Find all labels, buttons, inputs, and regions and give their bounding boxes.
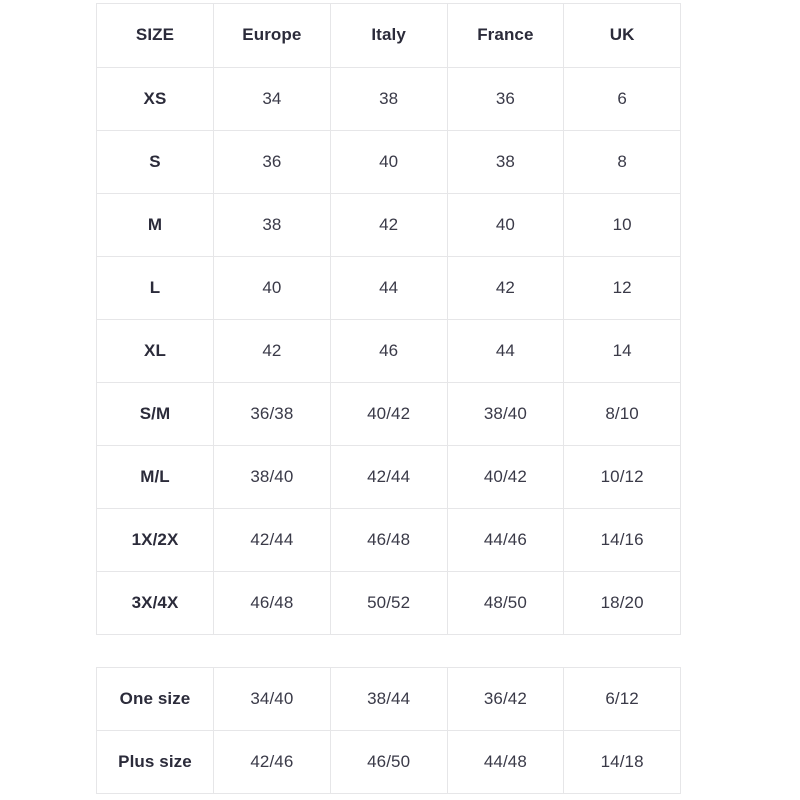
cell-france: 40/42: [446, 445, 565, 509]
cell-uk: 8/10: [563, 382, 681, 446]
primary-size-conversion-table: SIZE Europe Italy France UK XS 34 38 36 …: [96, 3, 681, 635]
cell-france: 42: [446, 256, 565, 320]
cell-uk: 12: [563, 256, 681, 320]
row-label: Plus size: [96, 730, 214, 794]
cell-uk: 6/12: [563, 667, 681, 731]
cell-france: 44/46: [446, 508, 565, 572]
row-label: M/L: [96, 445, 214, 509]
cell-uk: 6: [563, 67, 681, 131]
cell-italy: 42: [329, 193, 448, 257]
cell-italy: 44: [329, 256, 448, 320]
cell-italy: 46/50: [329, 730, 448, 794]
cell-uk: 10/12: [563, 445, 681, 509]
column-header-size: SIZE: [96, 3, 214, 68]
table-row: One size 34/40 38/44 36/42 6/12: [96, 667, 681, 731]
row-label: S: [96, 130, 214, 194]
row-label: L: [96, 256, 214, 320]
row-label: 1X/2X: [96, 508, 214, 572]
table-row: 1X/2X 42/44 46/48 44/46 14/16: [96, 508, 681, 572]
table-row: S/M 36/38 40/42 38/40 8/10: [96, 382, 681, 446]
cell-italy: 38: [329, 67, 448, 131]
cell-italy: 42/44: [329, 445, 448, 509]
table-row: M/L 38/40 42/44 40/42 10/12: [96, 445, 681, 509]
cell-italy: 46: [329, 319, 448, 383]
cell-uk: 8: [563, 130, 681, 194]
table-row: XS 34 38 36 6: [96, 67, 681, 131]
table-row: L 40 44 42 12: [96, 256, 681, 320]
cell-europe: 42: [213, 319, 331, 383]
row-label: One size: [96, 667, 214, 731]
table-row: M 38 42 40 10: [96, 193, 681, 257]
cell-europe: 38/40: [213, 445, 331, 509]
cell-europe: 38: [213, 193, 331, 257]
cell-europe: 34/40: [213, 667, 331, 731]
cell-europe: 42/46: [213, 730, 331, 794]
cell-italy: 50/52: [329, 571, 448, 635]
cell-france: 44/48: [446, 730, 565, 794]
cell-france: 44: [446, 319, 565, 383]
cell-france: 36: [446, 67, 565, 131]
table-row: XL 42 46 44 14: [96, 319, 681, 383]
cell-europe: 36: [213, 130, 331, 194]
cell-france: 36/42: [446, 667, 565, 731]
cell-france: 40: [446, 193, 565, 257]
cell-italy: 40/42: [329, 382, 448, 446]
cell-uk: 10: [563, 193, 681, 257]
cell-uk: 14/18: [563, 730, 681, 794]
cell-france: 38/40: [446, 382, 565, 446]
table-header-row: SIZE Europe Italy France UK: [96, 3, 681, 68]
cell-france: 48/50: [446, 571, 565, 635]
table-row: S 36 40 38 8: [96, 130, 681, 194]
column-header-uk: UK: [563, 3, 681, 68]
cell-italy: 38/44: [329, 667, 448, 731]
cell-italy: 40: [329, 130, 448, 194]
row-label: S/M: [96, 382, 214, 446]
cell-france: 38: [446, 130, 565, 194]
cell-italy: 46/48: [329, 508, 448, 572]
cell-europe: 46/48: [213, 571, 331, 635]
table-row: 3X/4X 46/48 50/52 48/50 18/20: [96, 571, 681, 635]
cell-uk: 14: [563, 319, 681, 383]
primary-table-body: XS 34 38 36 6 S 36 40 38 8 M 38 42 40 10: [96, 67, 681, 635]
cell-uk: 14/16: [563, 508, 681, 572]
primary-table-header: SIZE Europe Italy France UK: [96, 3, 681, 68]
column-header-italy: Italy: [329, 3, 448, 68]
row-label: 3X/4X: [96, 571, 214, 635]
column-header-europe: Europe: [213, 3, 331, 68]
cell-europe: 36/38: [213, 382, 331, 446]
row-label: XL: [96, 319, 214, 383]
secondary-table-body: One size 34/40 38/44 36/42 6/12 Plus siz…: [96, 667, 681, 794]
secondary-size-conversion-table: One size 34/40 38/44 36/42 6/12 Plus siz…: [96, 667, 681, 794]
cell-europe: 42/44: [213, 508, 331, 572]
cell-uk: 18/20: [563, 571, 681, 635]
table-row: Plus size 42/46 46/50 44/48 14/18: [96, 730, 681, 794]
cell-europe: 40: [213, 256, 331, 320]
row-label: XS: [96, 67, 214, 131]
column-header-france: France: [446, 3, 565, 68]
row-label: M: [96, 193, 214, 257]
cell-europe: 34: [213, 67, 331, 131]
